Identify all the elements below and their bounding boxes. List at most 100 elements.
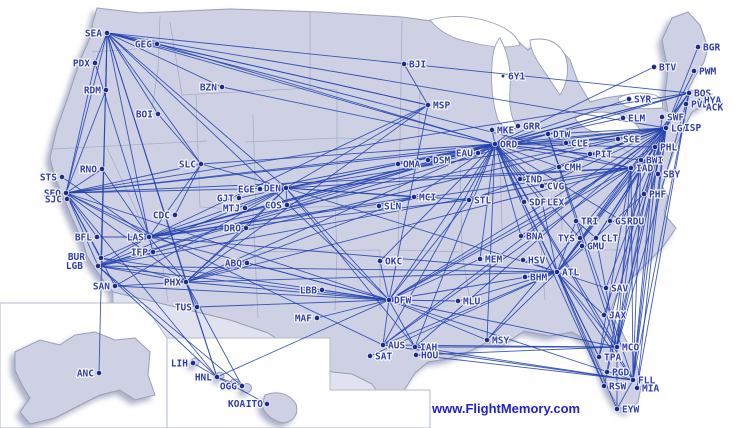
route-DFW-LGA	[388, 127, 667, 301]
airport-label-LGB: LGB	[66, 261, 83, 272]
route-FLL-PHL	[632, 146, 656, 381]
route-SFO-AUS	[65, 192, 384, 346]
route-PGD-BWI	[606, 159, 642, 373]
airport-label-HOU: HOU	[421, 351, 438, 362]
airport-dot-MLU	[454, 297, 462, 305]
route-SAN-DEN	[114, 187, 287, 287]
airport-dot-ELM	[619, 114, 627, 122]
airport-label-ITO: ITO	[246, 399, 263, 410]
airport-label-ABQ: ABQ	[225, 259, 242, 270]
route-DFW-MLU	[388, 299, 459, 302]
route-MCO-LGA	[616, 127, 667, 348]
airport-label-ELM: ELM	[628, 114, 645, 125]
airport-dot-DTW	[544, 130, 552, 138]
airport-dot-CMH	[555, 163, 563, 171]
route-ATL-MCO	[556, 271, 618, 348]
airport-label-MSP: MSP	[433, 101, 450, 112]
route-ATL-FLL	[556, 271, 634, 381]
route-LAS-STL	[148, 199, 470, 238]
route-LGB-ORD	[97, 143, 496, 267]
route-PHX-ABQ	[185, 262, 248, 283]
route-ORD-SDF	[494, 143, 525, 203]
airport-dot-BWI	[637, 156, 645, 164]
route-MSY-ATL	[486, 271, 558, 341]
route-SFO-IAD	[65, 167, 632, 194]
airport-dot-MIA	[633, 384, 641, 392]
airport-dot-GJT	[235, 194, 243, 202]
airport-label-LEX: LEX	[547, 198, 564, 209]
airport-dot-BNA	[517, 232, 525, 240]
airport-label-CDC: CDC	[153, 211, 170, 222]
airport-dot-OKC	[376, 257, 384, 265]
route-DEN-OMA	[285, 163, 399, 189]
airport-label-MSY: MSY	[492, 336, 509, 347]
route-HNL-SEA	[106, 32, 218, 378]
route-DFW-AUS	[382, 299, 390, 346]
route-SFO-DEN	[65, 187, 287, 194]
airport-label-PWM: PWM	[699, 67, 716, 78]
route-TUS-DFW	[196, 299, 390, 308]
airport-label-MCO: MCO	[622, 343, 639, 354]
route-FLL-ORD	[494, 143, 634, 381]
route-ORD-IAD	[494, 143, 632, 169]
route-GEG-MSP	[156, 43, 429, 106]
airport-label-GEG: GEG	[135, 40, 152, 51]
airport-dot-PVD	[682, 100, 690, 108]
airport-label-BFL: BFL	[75, 233, 92, 244]
airport-dot-MSP	[424, 101, 432, 109]
airport-dot-JAX	[600, 311, 608, 319]
lake-superior	[429, 16, 521, 48]
airport-label-OMA: OMA	[403, 160, 420, 171]
airport-dot-BUR	[97, 254, 105, 262]
airport-label-PVD: PVD	[691, 100, 708, 111]
route-FLL-BOS	[632, 92, 690, 381]
route-EGE-ORD	[259, 143, 496, 190]
route-HNL-LIH	[192, 362, 218, 378]
airport-label-SAV: SAV	[611, 284, 628, 295]
route-LGB-BOS	[97, 92, 690, 267]
airport-label-BOS: BOS	[694, 89, 711, 100]
route-SLC-CDC	[174, 163, 202, 216]
airport-dot-PHX	[182, 278, 190, 286]
airport-label-PDX: PDX	[73, 59, 90, 70]
route-PHX-IAD	[185, 167, 632, 283]
route-MSY-ORD	[486, 143, 496, 341]
route-DFW-STL	[388, 199, 470, 301]
airport-dot-TYS	[576, 234, 584, 242]
route-DFW-IAD	[388, 167, 632, 301]
route-PHX-DEN	[185, 187, 287, 283]
lake-michigan	[491, 37, 519, 130]
airport-label-DRO: DRO	[224, 224, 241, 235]
airport-dot-BOI	[154, 110, 162, 118]
airport-label-BWI: BWI	[646, 156, 663, 167]
airport-label-BTV: BTV	[659, 63, 676, 74]
airport-label-SDF: SDF	[529, 198, 546, 209]
airport-dot-HSV	[519, 256, 527, 264]
airport-dot-EYW	[613, 405, 621, 413]
route-SLC-DEN	[200, 163, 287, 189]
airport-label-BUR: BUR	[68, 252, 85, 263]
airport-label-TRI: TRI	[581, 217, 598, 228]
route-SEA-SFO	[65, 32, 108, 194]
airport-dot-BZN	[218, 83, 226, 91]
airport-dot-IAD	[627, 164, 635, 172]
airport-dot-BJI	[400, 60, 408, 68]
route-FLL-DTW	[547, 133, 634, 381]
route-ORD-SYR	[494, 98, 630, 145]
flightmemory-link[interactable]: www.FlightMemory.com	[430, 400, 582, 418]
route-SEA-PDX	[94, 32, 108, 64]
airport-label-SEA: SEA	[85, 29, 102, 40]
airport-label-EAU: EAU	[456, 149, 473, 160]
route-LGB-ATL	[97, 265, 558, 273]
route-ORD-CMH	[494, 143, 560, 168]
airport-dot-EAU	[474, 149, 482, 157]
lake-huron	[529, 38, 569, 96]
route-LBB-DFW	[321, 289, 390, 301]
route-LAS-LGB	[97, 236, 150, 267]
airport-dot-IND	[516, 175, 524, 183]
airport-dot-LEX	[538, 198, 546, 206]
airport-label-CVG: CVG	[547, 182, 564, 193]
route-MIA-BOS	[636, 92, 690, 389]
airport-label-RNO: RNO	[80, 165, 97, 176]
